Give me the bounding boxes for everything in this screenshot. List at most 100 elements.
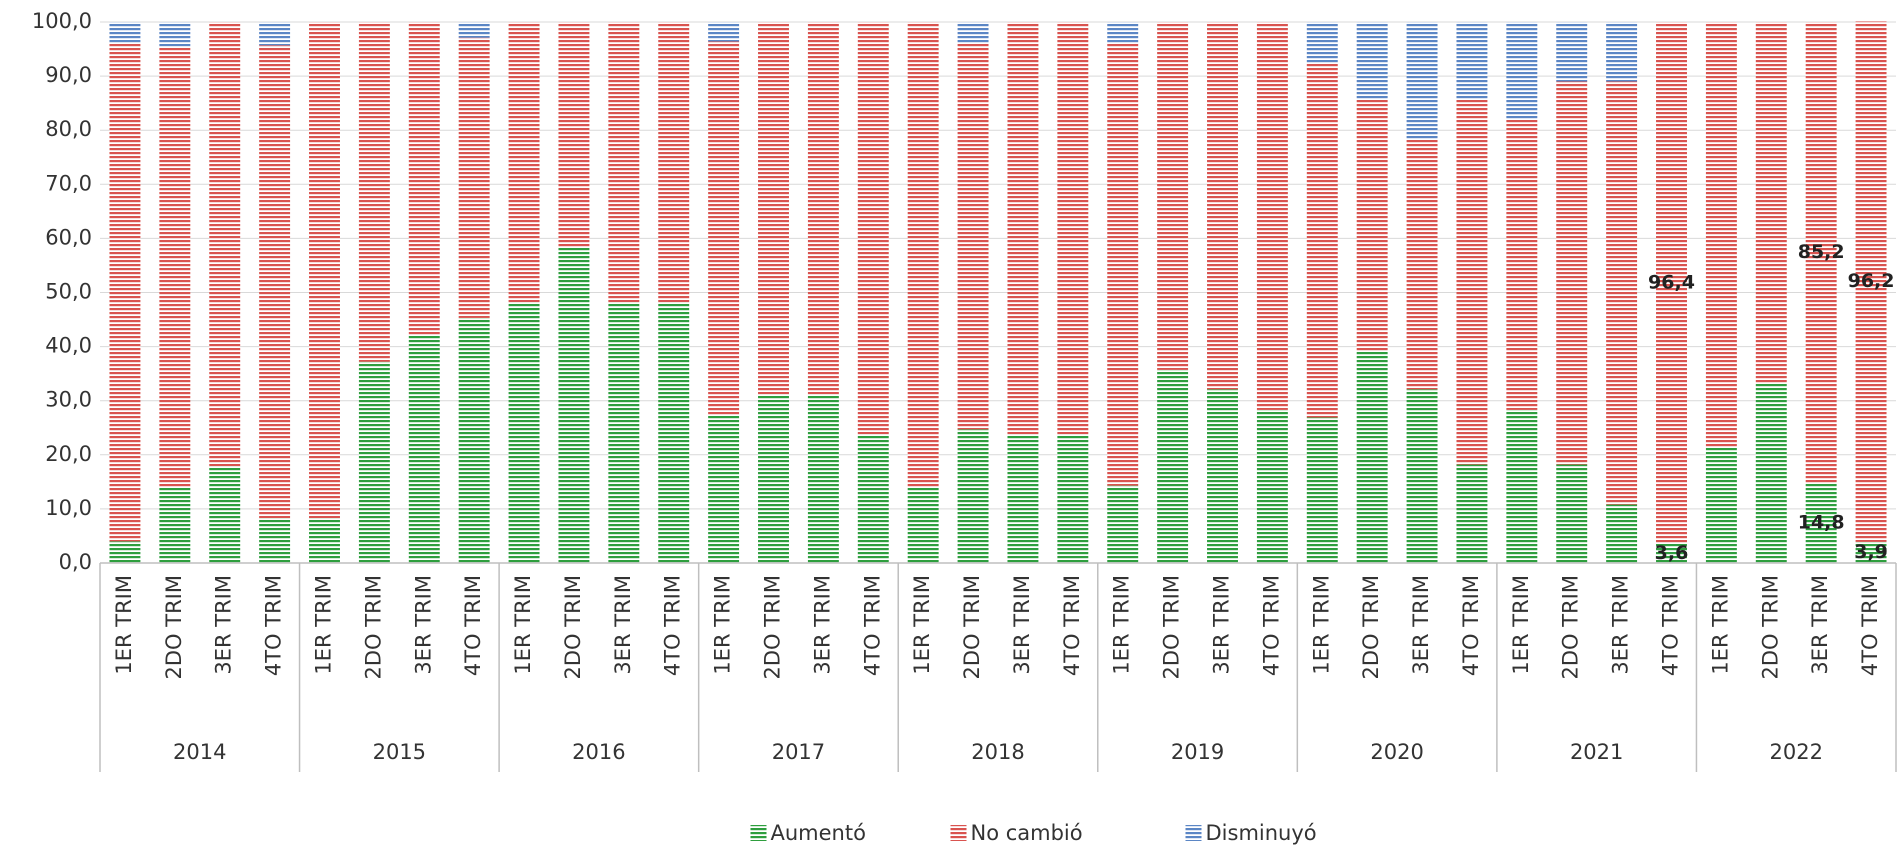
- x-tick-label: 1ER TRIM: [1110, 575, 1134, 675]
- bar-segment: [1057, 22, 1089, 435]
- group-label: 2016: [572, 740, 625, 764]
- x-tick-label: 3ER TRIM: [1808, 575, 1832, 675]
- x-tick-label: 4TO TRIM: [860, 575, 884, 676]
- bar-segment: [1506, 118, 1538, 410]
- bar-segment: [458, 37, 490, 318]
- bar-segment: [1157, 369, 1189, 563]
- y-tick-label: 0,0: [59, 550, 92, 574]
- bar-segment: [1057, 434, 1089, 563]
- x-tick-label: 1ER TRIM: [1509, 575, 1533, 675]
- bar-segment: [658, 22, 690, 303]
- x-tick-label: 2DO TRIM: [361, 575, 385, 679]
- bar-segment: [1855, 541, 1887, 563]
- bar-segment: [1007, 22, 1039, 435]
- bar-segment: [1356, 99, 1388, 351]
- x-tick-label: 4TO TRIM: [262, 575, 286, 676]
- group-label: 2020: [1370, 740, 1423, 764]
- bar-segment: [1656, 22, 1687, 544]
- bar-segment: [957, 22, 989, 43]
- bar-segment: [907, 22, 939, 488]
- bar-segment: [1755, 383, 1787, 563]
- value-label: 3,9: [1854, 541, 1888, 563]
- bar-segment: [1556, 464, 1588, 563]
- x-tick-label: 2DO TRIM: [761, 575, 785, 679]
- bar-segment: [209, 22, 241, 467]
- value-label: 85,2: [1798, 241, 1845, 263]
- y-tick-label: 40,0: [45, 334, 92, 358]
- x-tick-label: 3ER TRIM: [611, 575, 635, 675]
- group-label: 2017: [772, 740, 825, 764]
- legend: Aumentó No cambió Disminuyó: [750, 821, 1317, 845]
- bar-segment: [1456, 99, 1488, 465]
- x-tick-label: 2DO TRIM: [1160, 575, 1184, 679]
- legend-swatch: [750, 825, 767, 841]
- y-tick-label: 100,0: [32, 9, 92, 33]
- value-label: 96,2: [1848, 270, 1895, 292]
- y-tick-label: 70,0: [45, 171, 92, 195]
- x-tick-label: 1ER TRIM: [112, 575, 136, 675]
- legend-swatch: [1185, 825, 1202, 841]
- y-tick-label: 50,0: [45, 280, 92, 304]
- legend-label: Disminuyó: [1206, 821, 1317, 845]
- x-tick-label: 3ER TRIM: [1210, 575, 1234, 675]
- bar-segment: [109, 42, 141, 542]
- bar-segment: [1107, 485, 1139, 563]
- bar-segment: [1007, 434, 1039, 563]
- bar-segment: [259, 45, 291, 519]
- bar-segment: [1256, 409, 1288, 563]
- bar-segment: [408, 334, 440, 563]
- x-tick-label: 3ER TRIM: [212, 575, 236, 675]
- x-tick-label: 3ER TRIM: [1609, 575, 1633, 675]
- x-tick-label: 2DO TRIM: [1559, 575, 1583, 679]
- bar-segment: [358, 361, 390, 563]
- x-tick-label: 2DO TRIM: [162, 575, 186, 679]
- bar-segment: [309, 22, 340, 519]
- bar-segment: [1207, 22, 1238, 390]
- bar-segment: [1556, 81, 1588, 465]
- bar-segment: [1306, 417, 1338, 563]
- bar-segment: [957, 429, 989, 563]
- x-tick-label: 2DO TRIM: [561, 575, 585, 679]
- bar-segment: [807, 394, 839, 563]
- bar-segment: [1406, 139, 1438, 390]
- bar-segment: [558, 22, 590, 247]
- bar-segment: [309, 518, 340, 563]
- bar-segment: [1406, 389, 1438, 563]
- bar-segment: [857, 434, 889, 563]
- x-tick-label: 4TO TRIM: [1259, 575, 1283, 676]
- bar-segment: [1705, 447, 1737, 563]
- bar-segment: [259, 518, 291, 563]
- bar-segment: [1606, 504, 1638, 563]
- bar-segment: [109, 22, 141, 43]
- group-label: 2014: [173, 740, 226, 764]
- x-tick-label: 1ER TRIM: [1309, 575, 1333, 675]
- bar-segment: [1107, 22, 1139, 43]
- legend-swatch: [950, 825, 967, 841]
- x-tick-label: 4TO TRIM: [661, 575, 685, 676]
- bar-segment: [708, 414, 740, 563]
- x-tick-label: 2DO TRIM: [960, 575, 984, 679]
- bar-segment: [907, 487, 939, 563]
- bar-segment: [1556, 22, 1588, 82]
- x-tick-label: 4TO TRIM: [1459, 575, 1483, 676]
- bar-segment: [1306, 63, 1338, 418]
- x-tick-label: 3ER TRIM: [411, 575, 435, 675]
- bar-segment: [1356, 350, 1388, 563]
- bar-segment: [1805, 482, 1837, 563]
- bar-segment: [1606, 81, 1638, 505]
- x-tick-label: 1ER TRIM: [910, 575, 934, 675]
- x-tick-label: 4TO TRIM: [1060, 575, 1084, 676]
- bar-segment: [1705, 22, 1737, 448]
- group-label: 2018: [971, 740, 1024, 764]
- bar-segment: [458, 22, 490, 38]
- bar-segment: [608, 302, 640, 563]
- bar-segment: [408, 22, 440, 335]
- bar-segment: [1157, 22, 1189, 370]
- bar-segment: [1107, 42, 1139, 486]
- value-label: 3,6: [1655, 542, 1689, 564]
- bar-segment: [508, 22, 540, 303]
- bar-segment: [1656, 543, 1687, 563]
- x-tick-label: 1ER TRIM: [1708, 575, 1732, 675]
- group-label: 2022: [1769, 740, 1822, 764]
- bar-segment: [1855, 21, 1887, 542]
